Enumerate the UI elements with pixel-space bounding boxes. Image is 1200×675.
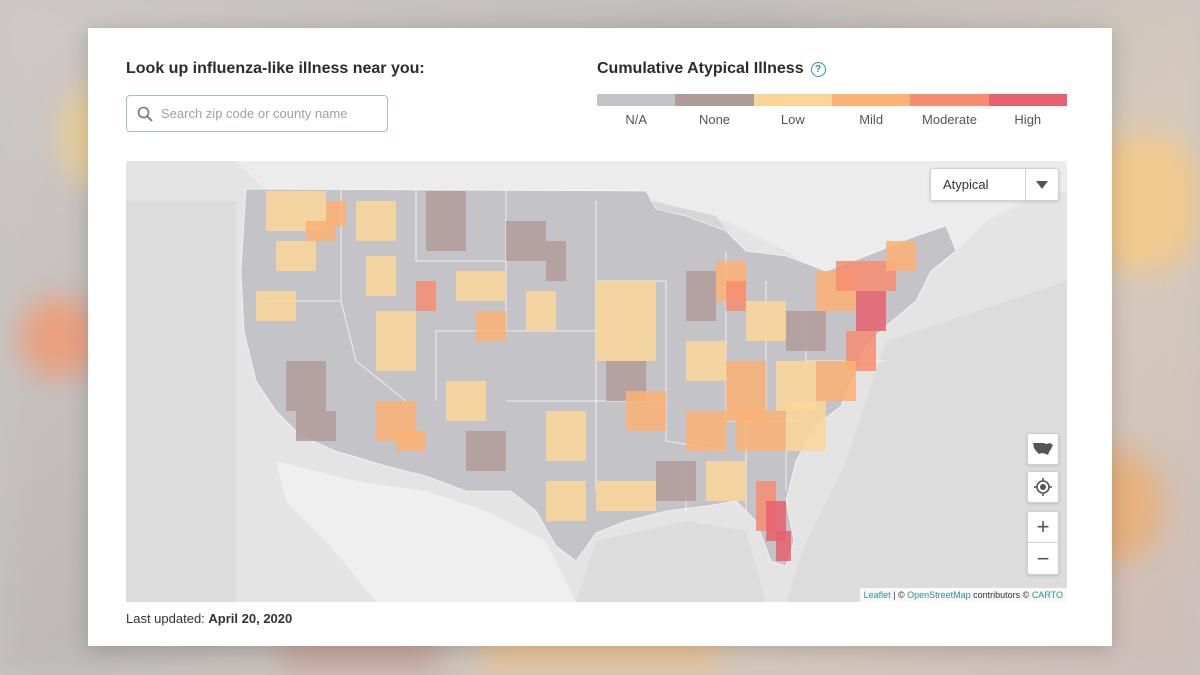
county-patch: [286, 361, 326, 411]
gulf-of-mexico: [576, 521, 766, 602]
legend-title-row: Cumulative Atypical Illness ?: [597, 60, 826, 78]
county-patch: [686, 411, 726, 451]
map-attribution: Leaflet | © OpenStreetMap contributors ©…: [859, 588, 1067, 602]
usa-map-icon: [1033, 443, 1053, 455]
county-patch: [396, 431, 426, 451]
attribution-contributors: contributors ©: [970, 590, 1032, 600]
atlantic-ocean: [786, 281, 1067, 602]
layer-select-value: Atypical: [931, 169, 1026, 200]
county-patch: [526, 291, 556, 331]
widget-card: Look up influenza-like illness near you:…: [88, 28, 1112, 646]
search-box[interactable]: [126, 95, 388, 132]
locate-button[interactable]: [1027, 471, 1059, 503]
illness-map[interactable]: Atypical + − Leaflet | © O: [126, 161, 1067, 602]
mexico-land: [276, 461, 576, 602]
search-input[interactable]: [161, 106, 381, 121]
legend-label: Mild: [859, 112, 884, 127]
legend-label: N/A: [625, 112, 647, 127]
county-patch: [466, 431, 506, 471]
county-patch: [706, 461, 746, 501]
county-patch: [656, 461, 696, 501]
search-icon: [137, 106, 153, 121]
county-patch: [356, 201, 396, 241]
county-patch: [786, 401, 826, 451]
county-patch: [546, 411, 586, 461]
usa-view-button[interactable]: [1027, 433, 1059, 465]
legend-label: Low: [780, 112, 805, 127]
lookup-title: Look up influenza-like illness near you:: [126, 60, 425, 77]
layer-select[interactable]: Atypical: [930, 168, 1059, 201]
zoom-out-button[interactable]: −: [1036, 545, 1050, 571]
county-patch: [426, 191, 466, 251]
zoom-in-button[interactable]: +: [1028, 512, 1058, 543]
crosshair-icon: [1034, 478, 1052, 496]
county-patch: [276, 241, 316, 271]
county-patch: [736, 411, 786, 451]
legend-swatch: [910, 94, 989, 106]
county-patch: [776, 531, 791, 561]
attribution-sep: | ©: [890, 590, 908, 600]
county-patch: [726, 281, 746, 311]
county-patch: [296, 411, 336, 441]
county-patch: [506, 221, 546, 261]
legend-label: Moderate: [922, 112, 977, 127]
legend-labels: N/A None Low Mild Moderate High: [597, 112, 1067, 127]
us-county-map: [126, 161, 1067, 602]
county-patch: [816, 361, 856, 401]
county-patch: [306, 221, 336, 241]
county-patch: [746, 301, 786, 341]
county-patch: [256, 291, 296, 321]
county-patch: [366, 256, 396, 296]
canada-land: [126, 161, 1067, 291]
legend-swatch: [831, 94, 911, 106]
county-patch: [456, 271, 506, 301]
legend-swatch: [597, 94, 676, 106]
county-patch: [546, 481, 586, 521]
county-patch: [886, 241, 916, 271]
chevron-down-icon[interactable]: [1026, 169, 1058, 200]
county-patch: [596, 281, 656, 361]
help-icon[interactable]: ?: [810, 61, 826, 77]
county-patch: [546, 241, 566, 281]
county-patch: [786, 311, 826, 351]
county-patch: [416, 281, 436, 311]
legend-label: High: [1014, 112, 1042, 127]
county-patch: [686, 271, 716, 321]
legend-title: Cumulative Atypical Illness: [597, 60, 804, 77]
county-patch: [626, 391, 666, 431]
last-updated-date: April 20, 2020: [208, 611, 293, 626]
county-patch: [446, 381, 486, 421]
legend-swatch: [988, 94, 1067, 106]
last-updated: Last updated: April 20, 2020: [126, 611, 292, 626]
carto-link[interactable]: CARTO: [1031, 590, 1063, 600]
county-patch: [476, 311, 506, 341]
county-patch: [596, 481, 656, 511]
osm-link[interactable]: OpenStreetMap: [907, 590, 971, 600]
legend-color-bar: [597, 94, 1067, 106]
zoom-controls: + −: [1027, 511, 1059, 575]
county-patch: [836, 261, 866, 291]
county-patch: [376, 311, 416, 371]
county-patches: [256, 191, 916, 561]
legend-swatch: [675, 94, 754, 106]
pacific-ocean: [126, 201, 236, 602]
county-patch: [856, 291, 886, 331]
legend-swatch: [753, 94, 832, 106]
leaflet-link[interactable]: Leaflet: [863, 590, 891, 600]
legend-label: None: [698, 112, 731, 127]
county-patch: [686, 341, 726, 381]
county-patch: [326, 201, 346, 226]
last-updated-label: Last updated:: [126, 611, 205, 626]
